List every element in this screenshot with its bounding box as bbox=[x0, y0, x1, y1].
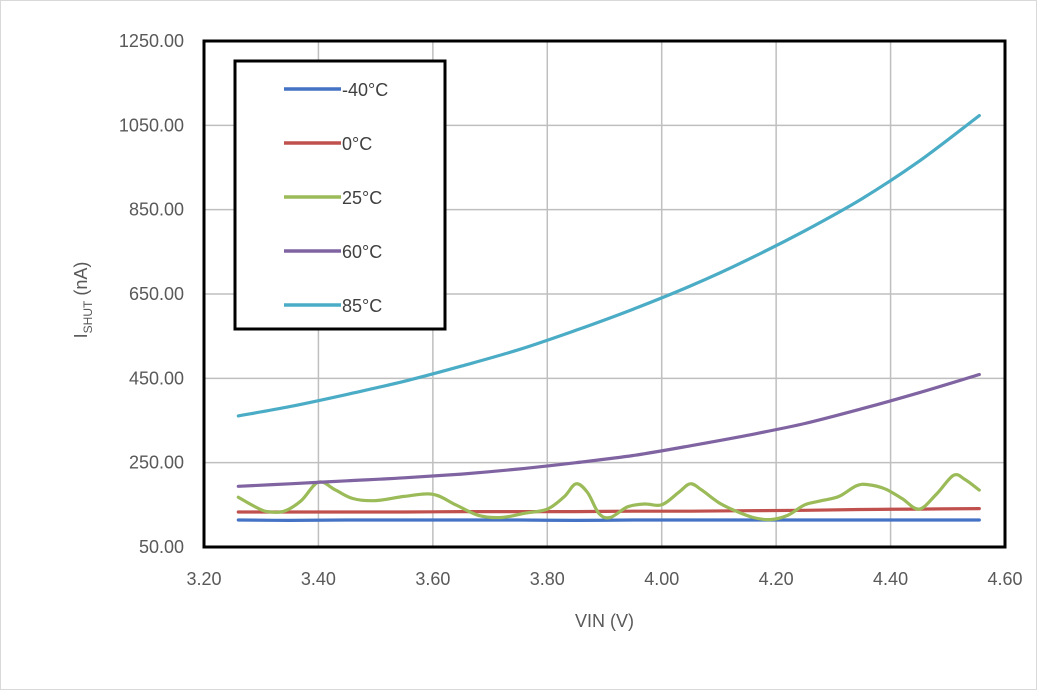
legend-label: 85°C bbox=[342, 296, 382, 316]
y-axis-title-sub: SHUT bbox=[81, 300, 95, 333]
legend-label: -40°C bbox=[342, 80, 388, 100]
y-tick-label: 50.00 bbox=[139, 537, 184, 557]
y-tick-label: 850.00 bbox=[129, 200, 184, 220]
x-tick-label: 4.00 bbox=[644, 569, 679, 589]
tick-labels: 3.20 3.40 3.60 3.80 4.00 4.20 4.40 4.60 50.00 250… bbox=[119, 31, 1023, 589]
series-line-2 bbox=[236, 473, 981, 522]
x-tick-label: 3.60 bbox=[415, 569, 450, 589]
x-tick-label: 3.40 bbox=[301, 569, 336, 589]
y-axis-title-suffix: (nA) bbox=[71, 262, 91, 301]
legend-box bbox=[233, 59, 447, 331]
x-tick-label: 4.60 bbox=[987, 569, 1022, 589]
plot-area-border bbox=[202, 39, 1007, 549]
series-line-4 bbox=[236, 114, 981, 418]
x-tick-label: 4.40 bbox=[873, 569, 908, 589]
x-tick-label: 3.20 bbox=[186, 569, 221, 589]
legend-label: 60°C bbox=[342, 242, 382, 262]
x-tick-label: 3.80 bbox=[530, 569, 565, 589]
y-tick-label: 650.00 bbox=[129, 284, 184, 304]
y-axis-title: ISHUT (nA) bbox=[71, 262, 95, 339]
y-tick-label: 450.00 bbox=[129, 368, 184, 388]
x-tick-label: 4.20 bbox=[759, 569, 794, 589]
series-line-1 bbox=[236, 507, 981, 514]
y-tick-label: 250.00 bbox=[129, 453, 184, 473]
legend: -40°C 0°C 25°C 60°C 85°C bbox=[233, 59, 447, 331]
series-lines bbox=[236, 114, 981, 522]
legend-label: 25°C bbox=[342, 188, 382, 208]
x-axis-title: VIN (V) bbox=[575, 611, 634, 631]
series-line-3 bbox=[236, 372, 981, 488]
y-axis-title-main: I bbox=[71, 333, 91, 338]
legend-label: 0°C bbox=[342, 134, 372, 154]
y-tick-label: 1250.00 bbox=[119, 31, 184, 51]
y-tick-label: 1050.00 bbox=[119, 115, 184, 135]
